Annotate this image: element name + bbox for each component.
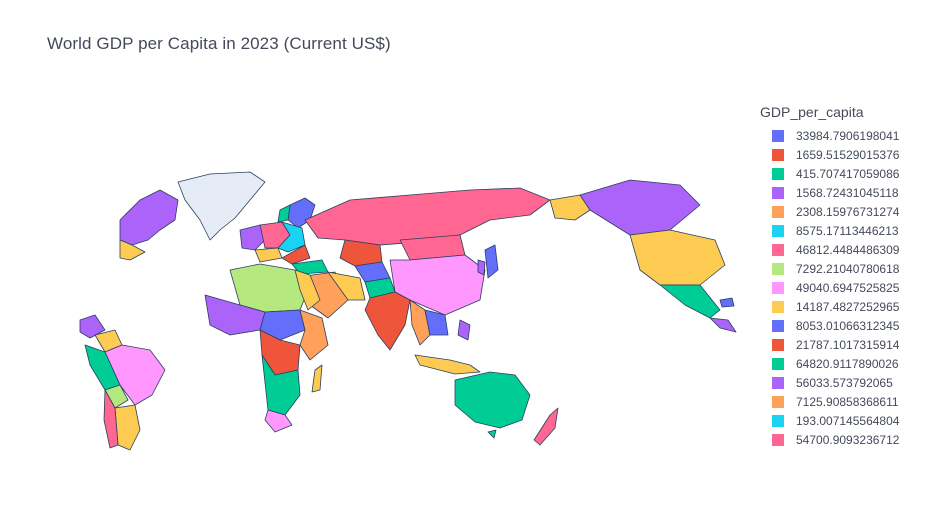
legend-label: 46812.4484486309 xyxy=(796,242,900,257)
region-usa[interactable] xyxy=(629,229,726,286)
legend-label: 415.707417059086 xyxy=(796,166,900,181)
legend-swatch xyxy=(772,224,784,237)
world-choropleth-map[interactable] xyxy=(60,160,750,460)
region-balkans[interactable] xyxy=(281,244,311,265)
legend-swatch xyxy=(772,281,784,294)
legend-swatch xyxy=(772,205,784,218)
legend-item[interactable]: 8053.01066312345 xyxy=(760,316,928,335)
legend-item[interactable]: 7292.21040780618 xyxy=(760,259,928,278)
legend-label: 8053.01066312345 xyxy=(796,318,900,333)
legend-swatch xyxy=(772,414,784,427)
legend-items: 33984.7906198041 1659.51529015376 415.7074… xyxy=(760,126,928,449)
region-russia[interactable] xyxy=(304,187,551,246)
region-canada-west[interactable] xyxy=(579,179,701,236)
map-title: World GDP per Capita in 2023 (Current US… xyxy=(47,34,391,53)
legend-label: 56033.573792065 xyxy=(796,375,893,390)
legend-swatch xyxy=(772,186,784,199)
region-iran[interactable] xyxy=(327,271,366,301)
legend-swatch xyxy=(772,376,784,389)
legend-swatch xyxy=(772,338,784,351)
region-south-africa[interactable] xyxy=(264,409,293,433)
legend-item[interactable]: 1659.51529015376 xyxy=(760,145,928,164)
legend-swatch xyxy=(772,262,784,275)
legend-swatch xyxy=(772,148,784,161)
legend-swatch xyxy=(772,395,784,408)
legend-label: 33984.7906198041 xyxy=(796,128,900,143)
region-new-zealand[interactable] xyxy=(533,407,559,446)
legend-label: 7125.90858368611 xyxy=(796,394,899,409)
legend-label: 21787.1017315914 xyxy=(796,337,900,352)
legend-label: 2308.15976731274 xyxy=(796,204,900,219)
region-greenland[interactable] xyxy=(177,171,266,241)
region-egypt[interactable] xyxy=(294,269,321,311)
region-north-america-coast[interactable] xyxy=(119,239,146,261)
legend-label: 64820.9117890026 xyxy=(796,356,899,371)
legend-item[interactable]: 46812.4484486309 xyxy=(760,240,928,259)
region-mexico[interactable] xyxy=(659,284,721,319)
legend-label: 7292.21040780618 xyxy=(796,261,900,276)
region-europe-south[interactable] xyxy=(254,247,283,263)
legend-item[interactable]: 1568.72431045118 xyxy=(760,183,928,202)
region-japan[interactable] xyxy=(484,244,499,279)
legend: GDP_per_capita 33984.7906198041 1659.5152… xyxy=(760,104,928,449)
region-india[interactable] xyxy=(364,291,411,351)
legend-swatch xyxy=(772,129,784,142)
region-alaska[interactable] xyxy=(549,194,591,221)
legend-swatch xyxy=(772,167,784,180)
legend-item[interactable]: 54700.9093236712 xyxy=(760,430,928,449)
legend-label: 14187.4827252965 xyxy=(796,299,900,314)
region-europe-west[interactable] xyxy=(239,224,266,251)
legend-item[interactable]: 33984.7906198041 xyxy=(760,126,928,145)
region-madagascar[interactable] xyxy=(311,364,323,393)
legend-label: 49040.6947525825 xyxy=(796,280,900,295)
legend-item[interactable]: 49040.6947525825 xyxy=(760,278,928,297)
region-caribbean[interactable] xyxy=(719,297,735,308)
region-brazil[interactable] xyxy=(104,344,166,406)
legend-label: 1659.51529015376 xyxy=(796,147,900,162)
legend-label: 54700.9093236712 xyxy=(796,432,900,447)
region-argentina[interactable] xyxy=(114,404,141,451)
legend-title: GDP_per_capita xyxy=(760,104,864,120)
region-europe-east[interactable] xyxy=(277,221,306,253)
region-east-africa[interactable] xyxy=(299,309,329,361)
legend-swatch xyxy=(772,357,784,370)
region-norway[interactable] xyxy=(277,204,291,223)
region-philippines[interactable] xyxy=(457,319,471,341)
region-chile[interactable] xyxy=(103,389,119,449)
legend-label: 8575.17113446213 xyxy=(796,223,899,238)
legend-item[interactable]: 415.707417059086 xyxy=(760,164,928,183)
legend-swatch xyxy=(772,433,784,446)
legend-item[interactable]: 8575.17113446213 xyxy=(760,221,928,240)
legend-item[interactable]: 193.007145564804 xyxy=(760,411,928,430)
legend-item[interactable]: 7125.90858368611 xyxy=(760,392,928,411)
region-sahel[interactable] xyxy=(259,309,306,341)
legend-swatch xyxy=(772,243,784,256)
legend-item[interactable]: 56033.573792065 xyxy=(760,373,928,392)
region-north-america-east[interactable] xyxy=(119,189,179,246)
region-indochina[interactable] xyxy=(424,309,449,336)
legend-item[interactable]: 21787.1017315914 xyxy=(760,335,928,354)
legend-item[interactable]: 2308.15976731274 xyxy=(760,202,928,221)
region-australia[interactable] xyxy=(454,371,531,429)
region-central-america-east[interactable] xyxy=(709,317,737,333)
legend-swatch xyxy=(772,300,784,313)
legend-swatch xyxy=(772,319,784,332)
region-korea[interactable] xyxy=(477,259,486,276)
region-indonesia[interactable] xyxy=(414,354,481,375)
legend-label: 1568.72431045118 xyxy=(796,185,899,200)
region-tasmania[interactable] xyxy=(487,429,497,439)
legend-label: 193.007145564804 xyxy=(796,413,900,428)
legend-item[interactable]: 14187.4827252965 xyxy=(760,297,928,316)
legend-item[interactable]: 64820.9117890026 xyxy=(760,354,928,373)
